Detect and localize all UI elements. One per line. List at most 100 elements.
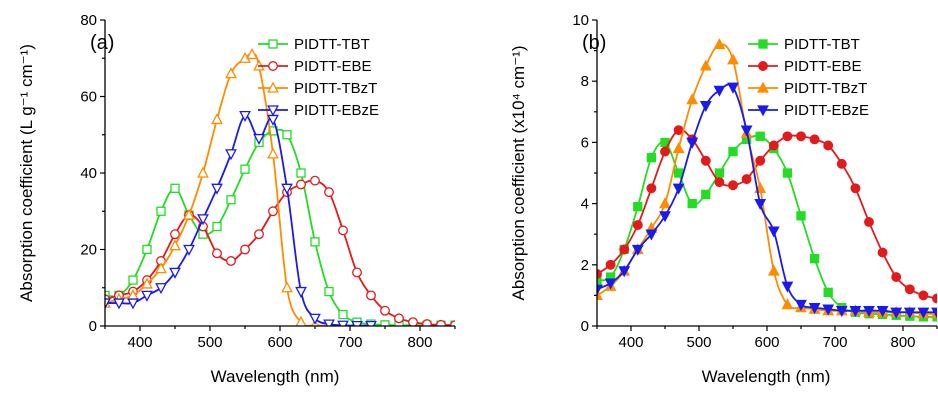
data-point	[673, 125, 684, 136]
data-point	[645, 229, 658, 241]
plot-area	[105, 48, 455, 326]
data-point	[254, 229, 264, 240]
data-point	[660, 146, 670, 157]
data-point	[127, 298, 139, 310]
data-point	[197, 214, 209, 226]
x-tick-label: 500	[197, 334, 222, 351]
x-tick-label: 600	[754, 334, 779, 351]
y-tick-label: 60	[80, 89, 97, 106]
legend-marker	[757, 105, 769, 117]
legend-entry: PIDTT-TBzT	[748, 80, 867, 97]
legend-marker	[267, 81, 279, 93]
data-point	[169, 239, 181, 251]
legend-marker	[758, 61, 768, 71]
data-point	[394, 313, 404, 324]
data-point	[700, 155, 711, 166]
data-point	[835, 306, 848, 318]
legend-entry: PIDTT-EBzE	[258, 102, 379, 119]
data-point	[699, 59, 712, 71]
legend-label: PIDTT-EBzE	[294, 102, 379, 119]
data-point	[597, 289, 603, 301]
y-tick-label: 0	[581, 318, 589, 335]
panel-label-a: (a)	[90, 32, 114, 54]
data-point	[324, 187, 334, 198]
data-point	[618, 266, 631, 278]
data-point	[156, 206, 166, 216]
data-point	[932, 293, 937, 304]
data-point	[823, 287, 833, 297]
data-point	[823, 140, 834, 151]
data-point	[673, 168, 684, 178]
panel-label-b: (b)	[582, 32, 606, 54]
x-tick-label: 400	[127, 334, 152, 351]
data-point	[113, 298, 125, 310]
data-point	[782, 168, 793, 178]
data-point	[672, 183, 685, 195]
data-point	[781, 298, 794, 310]
data-point	[917, 307, 930, 319]
data-point	[296, 168, 306, 178]
chart-panel-b: (b) Wavelength (nm) Absorption coefficie…	[509, 12, 938, 386]
data-point	[225, 67, 237, 79]
x-tick-label: 400	[618, 334, 643, 351]
data-point	[226, 195, 236, 205]
plot-area	[597, 38, 937, 322]
data-point	[351, 320, 363, 326]
data-point	[699, 101, 712, 113]
legend-label: PIDTT-TBzT	[294, 80, 377, 97]
data-point	[365, 320, 377, 326]
data-point	[672, 142, 685, 154]
data-point	[268, 206, 278, 217]
data-point	[212, 248, 222, 259]
data-point	[931, 307, 937, 319]
data-point	[141, 277, 153, 289]
data-point	[877, 247, 888, 258]
data-point	[633, 202, 643, 212]
data-point	[597, 275, 602, 285]
data-point	[170, 183, 180, 193]
data-point	[782, 131, 793, 142]
data-point	[809, 134, 820, 145]
data-point	[338, 309, 348, 320]
legend-label: PIDTT-TBT	[784, 36, 860, 53]
data-point	[246, 48, 258, 60]
x-axis-title-b: Wavelength (nm)	[702, 367, 831, 386]
data-point	[352, 267, 362, 278]
legend-marker	[268, 61, 278, 71]
data-point	[211, 183, 223, 195]
data-point	[225, 149, 237, 161]
data-point	[808, 302, 821, 315]
x-axis-title-a: Wavelength (nm)	[211, 367, 340, 386]
legend-entry: PIDTT-TBT	[748, 36, 860, 53]
x-tick-label: 800	[407, 334, 432, 351]
data-point	[309, 313, 321, 325]
data-point	[646, 183, 657, 194]
y-tick-label: 40	[80, 165, 97, 182]
data-point	[597, 284, 603, 296]
legend-label: PIDTT-TBT	[294, 36, 370, 53]
data-point	[142, 244, 152, 255]
data-point	[281, 183, 293, 195]
series-pidtt-ebe	[597, 125, 937, 304]
data-point	[754, 198, 767, 210]
legend-entry: PIDTT-EBzE	[748, 102, 869, 119]
legend: PIDTT-TBT PIDTT-EBE PIDTT-TBzT PIDTT-EBzE	[258, 36, 379, 119]
data-point	[701, 189, 711, 200]
data-point	[646, 153, 657, 163]
series-pidtt-ebze	[597, 82, 937, 319]
data-point	[767, 264, 780, 276]
data-point	[891, 272, 902, 282]
legend-label: PIDTT-TBzT	[784, 80, 867, 97]
data-point	[155, 262, 167, 274]
y-tick-label: 20	[80, 242, 97, 259]
legend-marker	[757, 81, 769, 93]
series-pidtt-ebe	[105, 175, 455, 326]
data-point	[918, 290, 929, 301]
data-point	[714, 168, 725, 178]
data-point	[849, 306, 862, 318]
data-point	[295, 286, 307, 298]
data-point	[240, 164, 250, 174]
y-tick-label: 10	[572, 12, 589, 29]
data-point	[863, 306, 875, 318]
